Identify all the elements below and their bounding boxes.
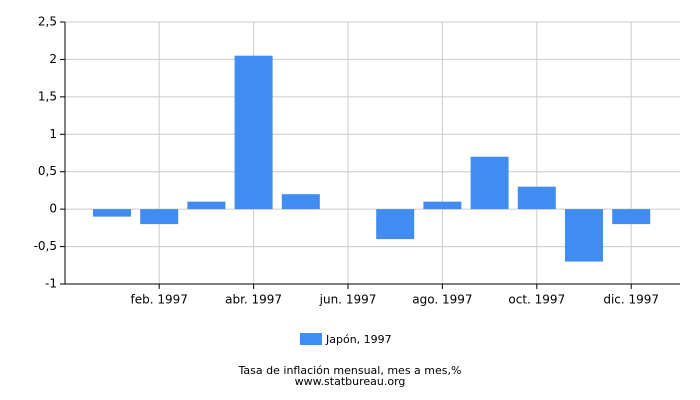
y-tick-label: 0,5: [38, 164, 57, 178]
bar: [187, 201, 226, 210]
bar: [565, 209, 603, 262]
y-tick-label: -0,5: [34, 239, 57, 253]
source: www.statbureau.org: [295, 375, 406, 388]
bar: [612, 209, 651, 225]
bar: [93, 209, 131, 217]
y-tick-label: 0: [49, 202, 57, 216]
bar: [470, 156, 509, 210]
bar: [376, 209, 415, 240]
bar: [234, 55, 273, 210]
x-tick-label: feb. 1997: [130, 293, 187, 307]
y-tick-label: 1,5: [38, 89, 57, 103]
y-tick-label: 1: [49, 127, 57, 141]
x-tick-label: dic. 1997: [603, 293, 659, 307]
bar: [423, 201, 462, 210]
legend-label: Japón, 1997: [325, 333, 392, 346]
bar: [281, 194, 320, 210]
legend-swatch: [300, 333, 322, 345]
x-tick-label: abr. 1997: [225, 293, 282, 307]
x-tick-label: ago. 1997: [412, 293, 472, 307]
y-tick-label: 2,5: [38, 15, 57, 29]
y-tick-label: 2: [49, 52, 57, 66]
bar: [140, 209, 179, 225]
bar: [517, 186, 556, 210]
x-tick-label: oct. 1997: [508, 293, 565, 307]
x-tick-label: jun. 1997: [319, 293, 377, 307]
chart-title: Tasa de inflación mensual, mes a mes,%: [238, 364, 462, 377]
y-tick-label: -1: [45, 277, 57, 291]
